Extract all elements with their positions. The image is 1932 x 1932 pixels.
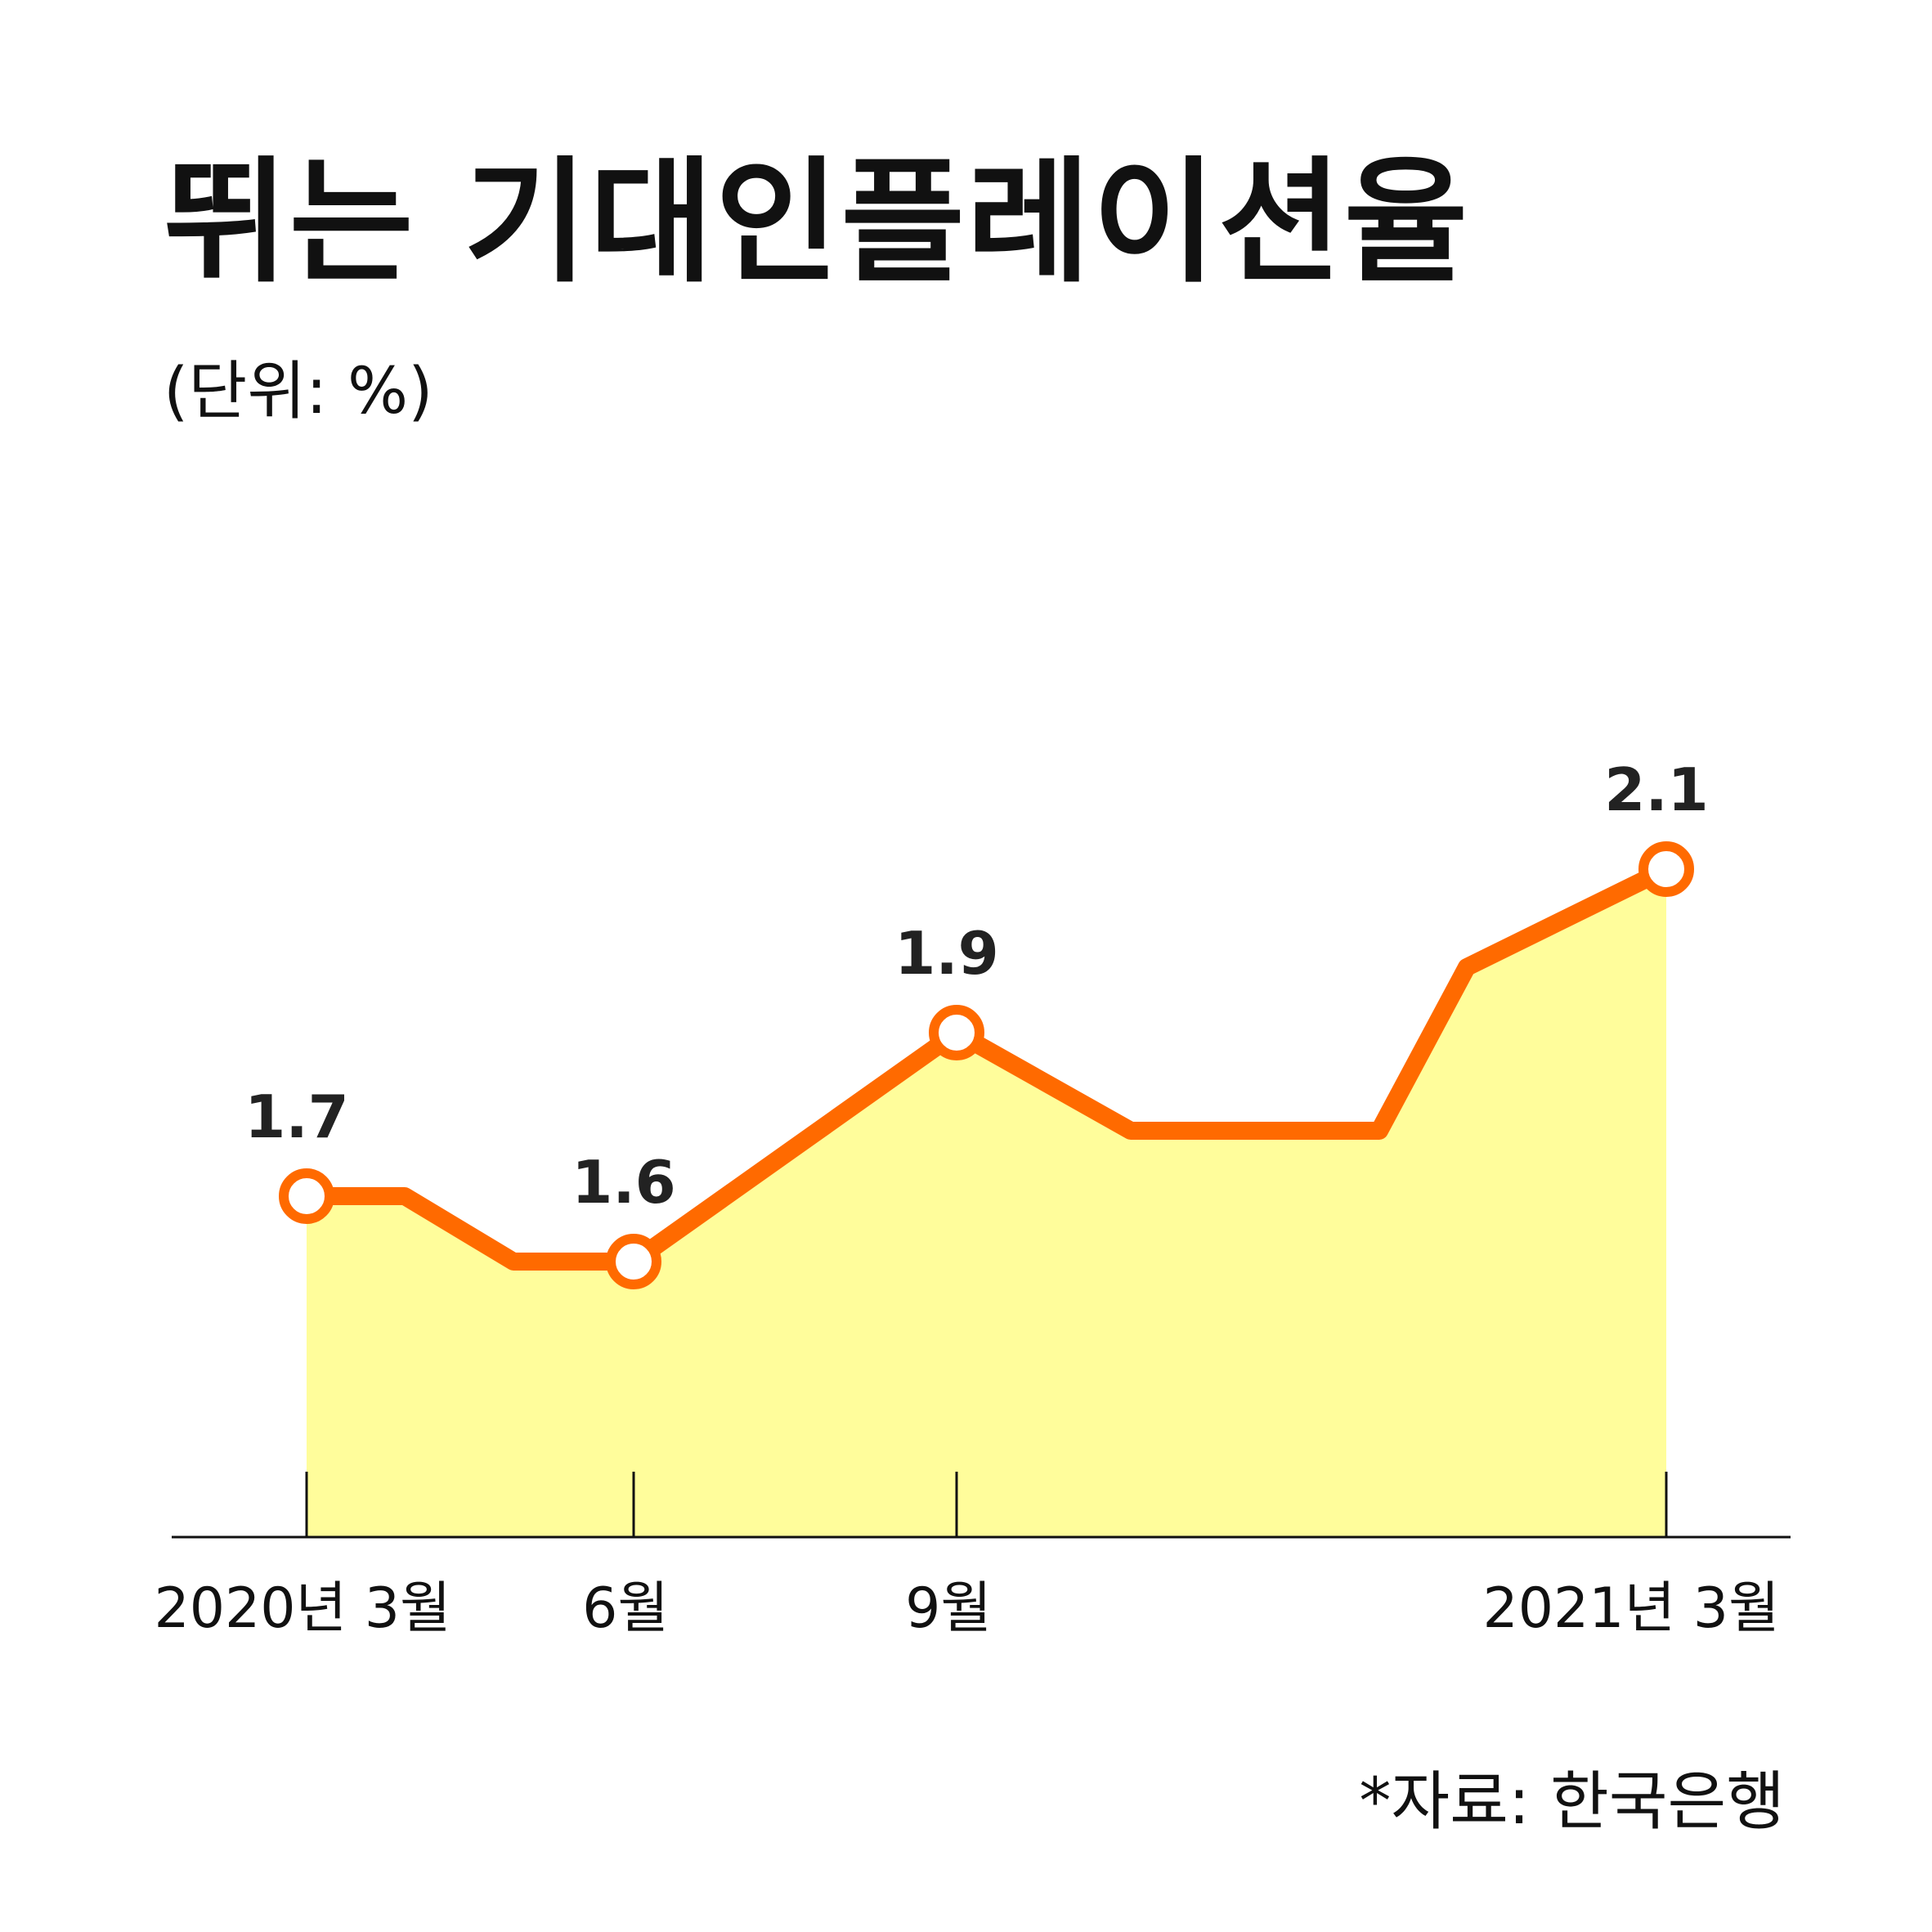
unit-label: (단위: %) [164,355,433,428]
data-marker-1.7 [279,1168,334,1224]
x-label-3: 9월 [905,1576,992,1641]
data-label-2.1: 2.1 [1604,755,1709,824]
data-marker-1.6 [606,1234,661,1289]
data-marker-1.9 [929,1005,984,1060]
data-marker-2.1 [1638,841,1694,897]
series-line [298,860,1675,1271]
series-point-7 [1253,1128,1258,1133]
series-point-3 [511,1259,516,1264]
data-label-1.7: 1.7 [244,1083,349,1151]
series-point-8 [1377,1128,1382,1133]
source-note: *자료: 한국은행 [1359,1765,1785,1839]
data-label-1.6: 1.6 [572,1148,676,1217]
series-point-9 [1464,965,1469,970]
x-label-1: 2020년 3월 [154,1576,451,1641]
chart-title: 뛰는 기대인플레이션율 [164,144,1470,301]
data-label-1.9: 1.9 [894,919,999,988]
x-label-4: 2021년 3월 [1482,1576,1779,1641]
area-fill [307,869,1666,1537]
series-point-6 [1128,1128,1133,1133]
series-point-2 [402,1194,407,1199]
x-label-2: 6월 [582,1576,669,1641]
